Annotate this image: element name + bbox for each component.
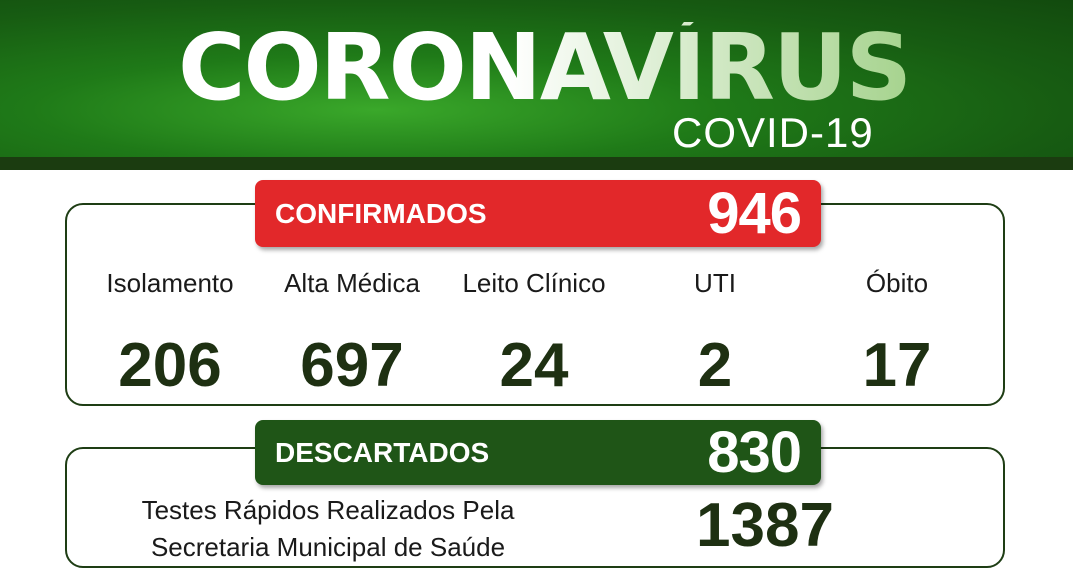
stat-value: 24 (499, 331, 569, 400)
header-divider (0, 157, 1073, 170)
header-banner (0, 0, 1073, 157)
stat-label: Isolamento (106, 268, 234, 298)
confirmed-value: 946 (707, 181, 802, 246)
tests-label-line2: Secretaria Municipal de Saúde (150, 532, 506, 562)
stat-label: Leito Clínico (462, 268, 606, 298)
confirmed-badge: CONFIRMADOS 946 (255, 180, 821, 247)
discarded-badge: DESCARTADOS 830 (255, 420, 821, 485)
tests-label-line1: Testes Rápidos Realizados Pela (141, 495, 515, 525)
stat-label: Alta Médica (284, 268, 420, 298)
stat-value: 2 (697, 331, 733, 400)
page-subtitle: COVID-19 (672, 109, 874, 156)
stat-value: 17 (862, 331, 932, 400)
tests-label: Testes Rápidos Realizados Pela Secretari… (98, 492, 558, 566)
stat-value: 206 (118, 331, 222, 400)
page-title: CORONAVÍRUS (178, 14, 912, 121)
discarded-value: 830 (707, 420, 802, 485)
stat-label: UTI (694, 268, 736, 298)
stat-label: Óbito (865, 268, 929, 298)
stat-value: 697 (300, 331, 404, 400)
confirmed-label: CONFIRMADOS (275, 197, 487, 229)
tests-value: 1387 (696, 491, 834, 560)
discarded-label: DESCARTADOS (275, 436, 490, 468)
